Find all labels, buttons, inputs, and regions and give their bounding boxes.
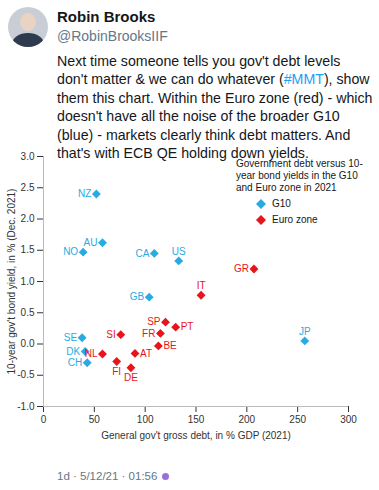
- svg-text:200: 200: [238, 414, 255, 425]
- html-text:@RobinBrooksIIF: @RobinBrooksIIF: [57, 28, 168, 44]
- svg-text:SP: SP: [147, 316, 161, 327]
- svg-text:3.0: 3.0: [21, 151, 35, 162]
- svg-text:AT: AT: [140, 348, 152, 359]
- html-text:Government debt versus 10-year: Government debt versus 10-year bond yiel…: [236, 158, 363, 193]
- svg-text:NO: NO: [63, 246, 78, 257]
- svg-text:PT: PT: [181, 321, 194, 332]
- svg-text:JP: JP: [299, 326, 311, 337]
- svg-text:-1.0: -1.0: [17, 401, 35, 412]
- svg-text:FI: FI: [112, 366, 121, 377]
- svg-text:CH: CH: [68, 357, 82, 368]
- svg-text:IT: IT: [197, 280, 206, 291]
- html-text:Euro zone: Euro zone: [272, 214, 318, 225]
- svg-text:2.0: 2.0: [21, 213, 35, 224]
- svg-text:DK: DK: [66, 346, 80, 357]
- svg-text:0: 0: [41, 414, 47, 425]
- svg-text:NZ: NZ: [78, 188, 91, 199]
- html-text:G10: G10: [272, 198, 291, 209]
- svg-text:GB: GB: [130, 291, 145, 302]
- svg-text:50: 50: [89, 414, 101, 425]
- svg-text:0.0: 0.0: [21, 338, 35, 349]
- html-text:Robin Brooks: Robin Brooks: [57, 8, 156, 25]
- svg-text:250: 250: [289, 414, 306, 425]
- svg-text:AU: AU: [84, 237, 98, 248]
- svg-text:300: 300: [340, 414, 357, 425]
- svg-text:NL: NL: [85, 348, 98, 359]
- svg-text:US: US: [172, 246, 186, 257]
- html-text:Next time someone tells you go: Next time someone tells you gov't debt l…: [57, 53, 373, 161]
- svg-text:2.5: 2.5: [21, 182, 35, 193]
- html-text:1d · 5/12/21 · 01:56: 1d · 5/12/21 · 01:56: [57, 470, 158, 482]
- svg-text:100: 100: [137, 414, 154, 425]
- svg-text:DE: DE: [124, 372, 138, 383]
- svg-text:1.5: 1.5: [21, 244, 35, 255]
- svg-text:10-year gov't bond yield, in %: 10-year gov't bond yield, in % (Dec. 202…: [6, 189, 17, 375]
- svg-text:GR: GR: [234, 263, 249, 274]
- svg-text:CA: CA: [135, 248, 149, 259]
- svg-text:150: 150: [188, 414, 205, 425]
- svg-text:General gov't gross debt, in %: General gov't gross debt, in % GDP (2021…: [101, 430, 291, 441]
- svg-text:1.0: 1.0: [21, 276, 35, 287]
- svg-text:0.5: 0.5: [21, 307, 35, 318]
- svg-text:-0.5: -0.5: [17, 369, 35, 380]
- svg-text:FR: FR: [142, 328, 155, 339]
- svg-text:BE: BE: [163, 340, 177, 351]
- svg-text:SI: SI: [106, 329, 115, 340]
- svg-text:SE: SE: [64, 332, 78, 343]
